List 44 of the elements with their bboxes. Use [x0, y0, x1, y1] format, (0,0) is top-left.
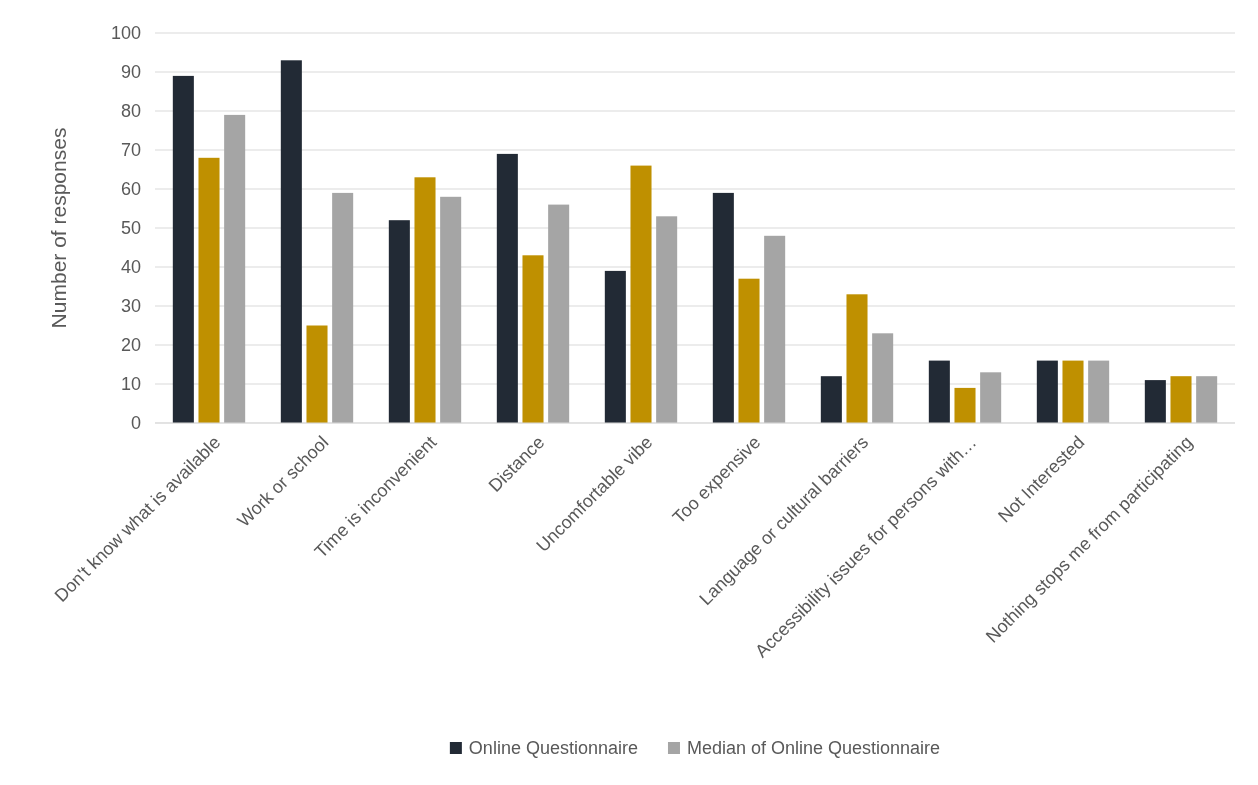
bar [1170, 376, 1192, 423]
bar [198, 157, 220, 423]
bar [764, 235, 786, 423]
bar [980, 372, 1002, 423]
bar [604, 270, 626, 423]
y-tick-label: 40 [120, 257, 141, 278]
bar [630, 165, 652, 423]
legend-label: Median of Online Questionnaire [686, 738, 941, 759]
bar [172, 75, 194, 423]
bar [738, 278, 760, 423]
y-tick-label: 100 [110, 23, 141, 44]
bar [656, 216, 678, 423]
y-tick-label: 10 [120, 374, 141, 395]
bar [388, 220, 410, 423]
y-tick-label: 90 [120, 62, 141, 83]
bar [1088, 360, 1110, 423]
bar [306, 325, 328, 423]
bar [414, 177, 436, 423]
legend-label: Online Questionnaire [468, 738, 638, 759]
bar [846, 294, 868, 423]
bar [548, 204, 570, 423]
bar [1036, 360, 1058, 423]
bar [872, 333, 894, 423]
bar [1062, 360, 1084, 423]
y-tick-label: 30 [120, 296, 141, 317]
bar [1144, 380, 1166, 423]
bar [928, 360, 950, 423]
bar [440, 196, 462, 423]
bar [954, 387, 976, 423]
y-tick-label: 0 [130, 413, 141, 434]
y-tick-label: 20 [120, 335, 141, 356]
bar [332, 192, 354, 423]
bar [280, 60, 302, 423]
bar [496, 153, 518, 423]
y-tick-label: 50 [120, 218, 141, 239]
bar [820, 376, 842, 423]
bar [522, 255, 544, 423]
y-tick-label: 60 [120, 179, 141, 200]
bar [712, 192, 734, 423]
bar [224, 114, 246, 423]
y-axis-title: Number of responses [47, 127, 70, 329]
y-tick-label: 70 [120, 140, 141, 161]
bar [1196, 376, 1218, 423]
y-tick-label: 80 [120, 101, 141, 122]
